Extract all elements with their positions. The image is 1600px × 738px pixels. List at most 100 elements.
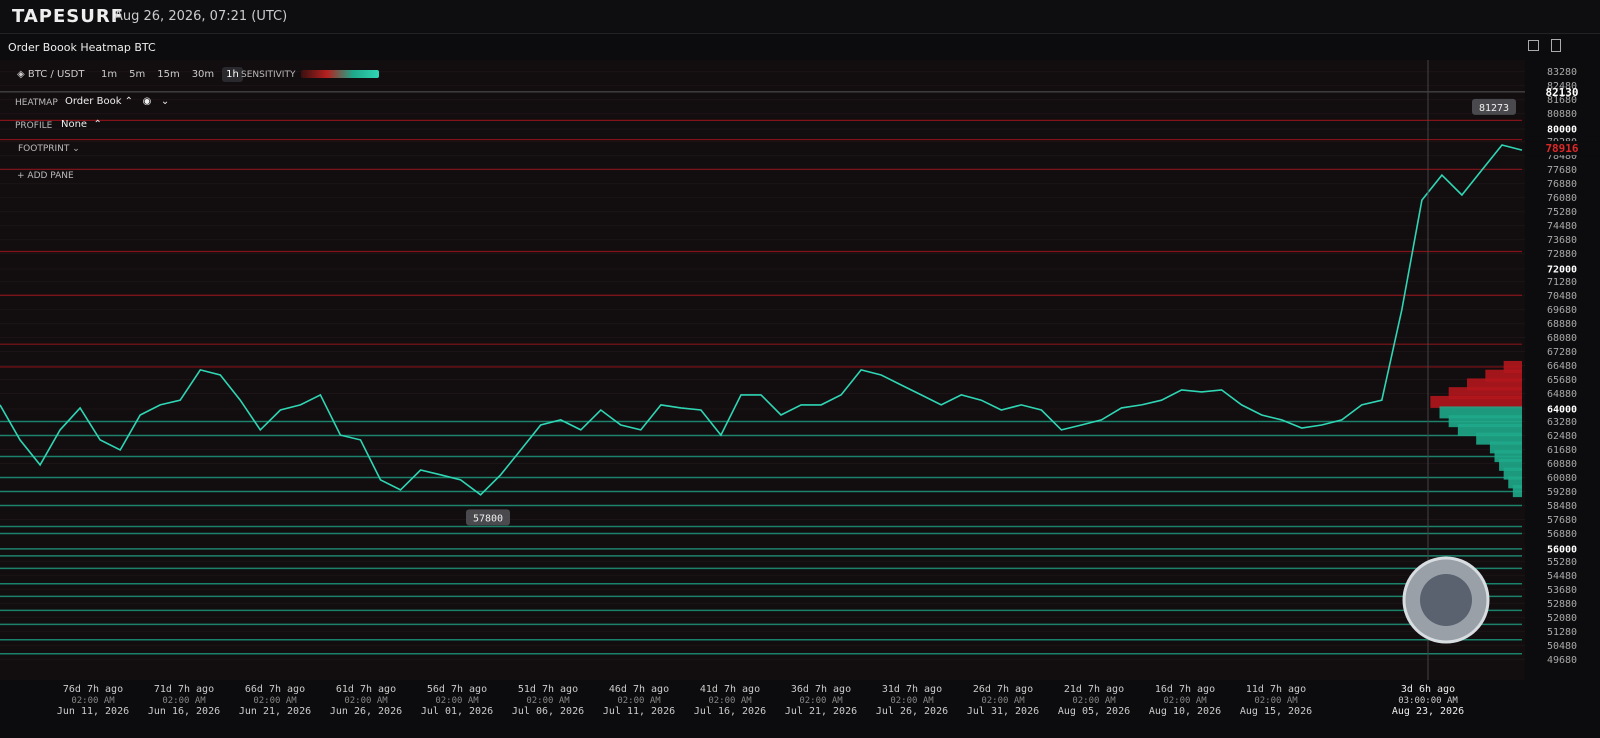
- y-tick-label: 82480: [1547, 81, 1577, 92]
- header: TAPESURF Aug 26, 2026, 07:21 (UTC): [0, 0, 1600, 52]
- y-tick-label: 62480: [1547, 431, 1577, 442]
- profile-bar: [1512, 485, 1522, 498]
- time-clock: 02:00 AM: [799, 696, 843, 706]
- time-clock: 02:00 AM: [981, 696, 1025, 706]
- last-price-label: 82130: [1545, 86, 1578, 99]
- time-clock: 02:00 AM: [435, 696, 479, 706]
- y-tick-label: 58480: [1547, 501, 1577, 512]
- time-date: Jul 01, 2026: [421, 706, 493, 717]
- time-ago: 31d 7h ago: [882, 684, 942, 695]
- y-tick-label: 78480: [1547, 151, 1577, 162]
- time-date: Aug 10, 2026: [1149, 706, 1221, 717]
- y-tick-label: 81680: [1547, 95, 1577, 106]
- y-tick-label: 64000: [1547, 404, 1577, 415]
- y-tick-label: 74480: [1547, 221, 1577, 232]
- time-ago: 26d 7h ago: [973, 684, 1033, 695]
- window-button[interactable]: [1551, 39, 1561, 52]
- logo[interactable]: TAPESURF: [12, 6, 125, 27]
- time-date: Jun 21, 2026: [239, 706, 311, 717]
- time-clock: 02:00 AM: [708, 696, 752, 706]
- y-tick-label: 68080: [1547, 333, 1577, 344]
- time-date: Jul 11, 2026: [603, 706, 675, 717]
- y-tick-label: 70480: [1547, 291, 1577, 302]
- high-badge: [1472, 98, 1516, 115]
- time-ago: 21d 7h ago: [1064, 684, 1124, 695]
- y-tick-label: 73680: [1547, 235, 1577, 246]
- time-clock: 02:00 AM: [526, 696, 570, 706]
- low-label: 57800: [473, 513, 503, 524]
- timeframe-button[interactable]: 15m: [157, 69, 180, 80]
- y-tick-label: 69680: [1547, 305, 1577, 316]
- add-pane-button[interactable]: + ADD PANE: [17, 171, 74, 181]
- heatmap-label: HEATMAP: [15, 98, 58, 108]
- time-ago: 46d 7h ago: [609, 684, 669, 695]
- time-ago: 66d 7h ago: [245, 684, 305, 695]
- y-tick-label: 52880: [1547, 599, 1577, 610]
- time-ago: 71d 7h ago: [154, 684, 214, 695]
- time-clock: 02:00 AM: [1254, 696, 1298, 706]
- y-tick-label: 83280: [1547, 67, 1577, 78]
- y-tick-label: 50480: [1547, 641, 1577, 652]
- y-tick-label: 51280: [1547, 627, 1577, 638]
- y-tick-label: 56880: [1547, 529, 1577, 540]
- timeframes: 1m 5m 15m 30m 1h: [97, 67, 243, 82]
- y-tick-label: 65680: [1547, 375, 1577, 386]
- y-tick-label: 59280: [1547, 487, 1577, 498]
- time-clock: 02:00 AM: [617, 696, 661, 706]
- time-ago: 36d 7h ago: [791, 684, 851, 695]
- timeframe-button[interactable]: 30m: [191, 69, 215, 80]
- y-tick-label: 72880: [1547, 249, 1577, 260]
- window-button[interactable]: [1528, 40, 1539, 51]
- y-tick-label: 55280: [1547, 557, 1577, 568]
- panel-title: Order Boook Heatmap BTC: [8, 41, 156, 54]
- y-tick-label: 72000: [1547, 264, 1577, 275]
- y-tick-label: 57680: [1547, 515, 1577, 526]
- cursor-ago: 3d 6h ago: [1401, 684, 1455, 695]
- pair-text: BTC / USDT: [27, 69, 85, 80]
- y-tick-label: 61680: [1547, 445, 1577, 456]
- y-tick-label: 80000: [1547, 125, 1577, 136]
- time-date: Jul 26, 2026: [876, 706, 948, 717]
- time-ago: 76d 7h ago: [63, 684, 123, 695]
- time-clock: 02:00 AM: [162, 696, 206, 706]
- pair[interactable]: ◈ BTC / USDT: [17, 69, 85, 80]
- y-tick-label: 63280: [1547, 417, 1577, 428]
- y-tick-label: 66480: [1547, 361, 1577, 372]
- y-tick-label: 52080: [1547, 613, 1577, 624]
- y-tick-label: 75280: [1547, 207, 1577, 218]
- low-badge: [466, 509, 510, 526]
- time-ago: 56d 7h ago: [427, 684, 487, 695]
- add-pane-text: ADD PANE: [27, 171, 74, 181]
- y-tick-label: 53680: [1547, 585, 1577, 596]
- sensitivity-slider[interactable]: [301, 70, 379, 78]
- price-line: [0, 144, 1523, 496]
- plot-background: [0, 60, 1525, 680]
- time-clock: 02:00 AM: [253, 696, 297, 706]
- current-price-label: 78916: [1545, 142, 1578, 155]
- coin-inner: [1420, 574, 1472, 626]
- time-clock: 02:00 AM: [1072, 696, 1116, 706]
- time-ago: 16d 7h ago: [1155, 684, 1215, 695]
- y-tick-label: 80880: [1547, 109, 1577, 120]
- timeframe-button[interactable]: 1m: [101, 69, 118, 80]
- heatmap-select[interactable]: Order Book ⌃ ◉ ⌄: [65, 96, 170, 107]
- timeframe-button[interactable]: 5m: [129, 69, 146, 80]
- time-clock: 02:00 AM: [890, 696, 934, 706]
- high-label: 81273: [1479, 103, 1509, 114]
- y-tick-label: 77680: [1547, 165, 1577, 176]
- time-date: Jul 06, 2026: [512, 706, 584, 717]
- time-date: Jul 16, 2026: [694, 706, 766, 717]
- cursor-clock: 03:00:00 AM: [1398, 696, 1458, 706]
- profile-select[interactable]: None ⌃: [61, 119, 102, 130]
- time-clock: 02:00 AM: [1163, 696, 1207, 706]
- time-clock: 02:00 AM: [71, 696, 115, 706]
- heatmap-value: Order Book: [65, 96, 122, 107]
- y-tick-label: 76880: [1547, 179, 1577, 190]
- time-ago: 41d 7h ago: [700, 684, 760, 695]
- footprint-toggle[interactable]: FOOTPRINT ⌄: [18, 144, 80, 154]
- y-tick-label: 54480: [1547, 571, 1577, 582]
- y-tick-label: 67280: [1547, 347, 1577, 358]
- axis-background: [1525, 60, 1600, 680]
- timeframe-button[interactable]: 1h: [222, 67, 243, 82]
